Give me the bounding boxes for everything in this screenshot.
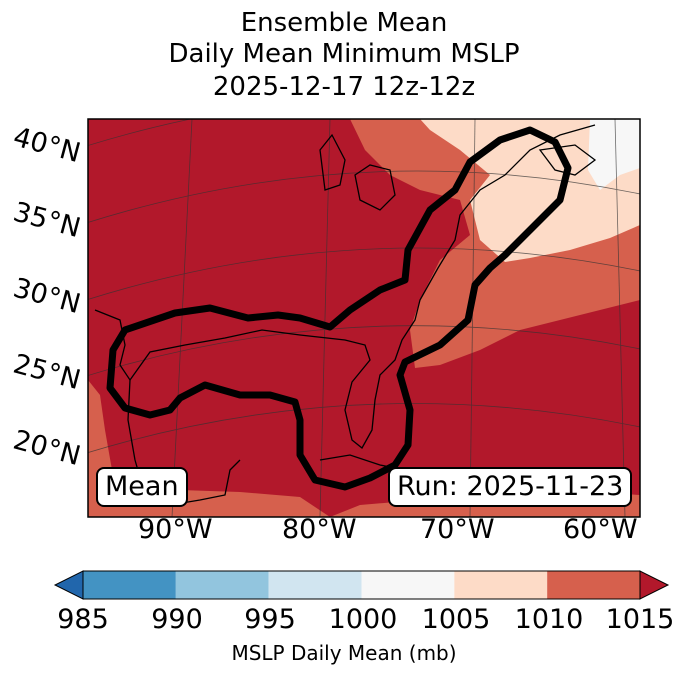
map-frame xyxy=(87,118,641,518)
field-995-1000 xyxy=(588,119,640,190)
colorbar xyxy=(53,570,670,600)
run-box: Run: 2025-11-23 xyxy=(388,467,633,507)
title-line-2: Daily Mean Minimum MSLP xyxy=(168,39,520,69)
lon-label-70w: 70°W xyxy=(420,514,495,545)
colorbar-tick-990: 990 xyxy=(151,604,203,635)
contour-outline xyxy=(106,126,572,491)
colorbar-tick-1010: 1010 xyxy=(514,604,584,635)
colorbar-tick-1005: 1005 xyxy=(421,604,491,635)
colorbar-bin xyxy=(454,571,548,599)
colorbar-tick-995: 995 xyxy=(244,604,296,635)
title-line-1: Ensemble Mean xyxy=(240,8,448,38)
colorbar-bin xyxy=(268,571,362,599)
graticule xyxy=(88,119,640,517)
colorbar-tick-1000: 1000 xyxy=(328,604,398,635)
colorbar-frame xyxy=(82,570,641,600)
colorbar-bin xyxy=(83,571,176,599)
lon-label-80w: 80°W xyxy=(282,514,357,545)
colorbar-bin xyxy=(547,571,640,599)
colorbar-extend-high xyxy=(639,570,670,600)
colorbar-bin xyxy=(361,571,455,599)
title-line-3: 2025-12-17 12z-12z xyxy=(212,72,476,102)
lon-label-60w: 60°W xyxy=(563,514,638,545)
colorbar-label: MSLP Daily Mean (mb) xyxy=(231,641,457,665)
colorbar-tick-985: 985 xyxy=(57,604,109,635)
colorbar-extend-low xyxy=(53,570,84,600)
colorbar-bin xyxy=(175,571,269,599)
colorbar-tick-1015: 1015 xyxy=(605,604,675,635)
lon-label-90w: 90°W xyxy=(138,514,213,545)
mean-box: Mean xyxy=(96,467,188,507)
map-panel xyxy=(88,119,640,517)
